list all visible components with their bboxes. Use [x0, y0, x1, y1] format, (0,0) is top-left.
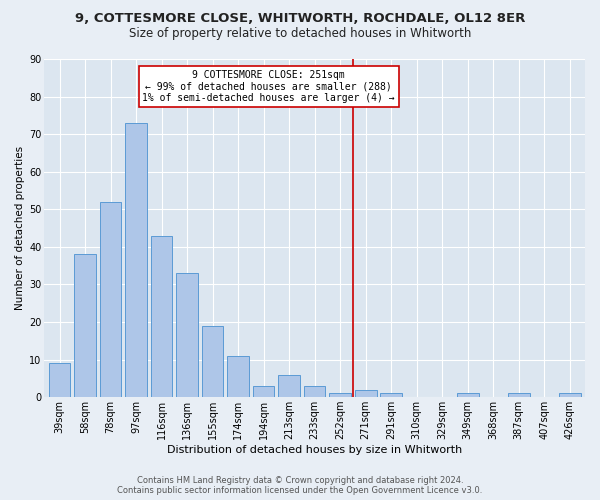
Bar — [176, 273, 198, 397]
Bar — [278, 374, 300, 397]
Bar — [100, 202, 121, 397]
Bar — [151, 236, 172, 397]
Bar — [380, 394, 402, 397]
Bar — [559, 394, 581, 397]
Bar — [125, 123, 147, 397]
Bar — [508, 394, 530, 397]
Bar — [49, 364, 70, 397]
Y-axis label: Number of detached properties: Number of detached properties — [15, 146, 25, 310]
Bar — [329, 394, 351, 397]
Bar — [355, 390, 377, 397]
Bar — [74, 254, 96, 397]
Bar — [227, 356, 249, 397]
X-axis label: Distribution of detached houses by size in Whitworth: Distribution of detached houses by size … — [167, 445, 462, 455]
Bar — [304, 386, 325, 397]
Bar — [202, 326, 223, 397]
Text: Contains HM Land Registry data © Crown copyright and database right 2024.
Contai: Contains HM Land Registry data © Crown c… — [118, 476, 482, 495]
Bar — [457, 394, 479, 397]
Text: 9 COTTESMORE CLOSE: 251sqm
← 99% of detached houses are smaller (288)
1% of semi: 9 COTTESMORE CLOSE: 251sqm ← 99% of deta… — [142, 70, 395, 104]
Text: 9, COTTESMORE CLOSE, WHITWORTH, ROCHDALE, OL12 8ER: 9, COTTESMORE CLOSE, WHITWORTH, ROCHDALE… — [75, 12, 525, 26]
Text: Size of property relative to detached houses in Whitworth: Size of property relative to detached ho… — [129, 28, 471, 40]
Bar — [253, 386, 274, 397]
